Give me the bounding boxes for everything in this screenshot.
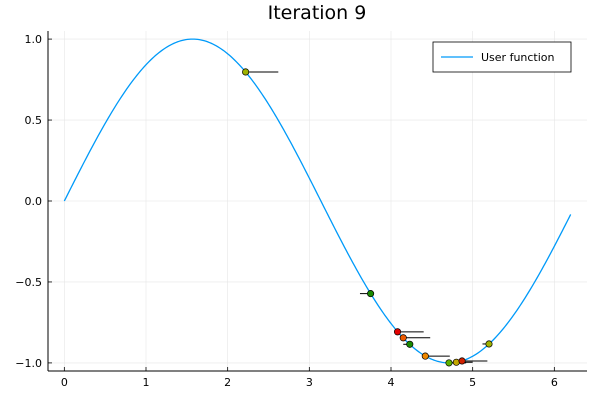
y-tick-label-1: −0.5: [15, 276, 42, 289]
chart-title: Iteration 9: [268, 2, 367, 24]
x-tick-label-3: 3: [306, 376, 313, 389]
data-point-2: [393, 328, 402, 336]
x-tick-label-5: 5: [469, 376, 476, 389]
data-point-7: [452, 358, 460, 366]
y-tick-label-2: 0.0: [25, 195, 43, 208]
x-tick-label-6: 6: [551, 376, 558, 389]
data-point-8: [458, 357, 466, 365]
series-line-0: [63, 38, 572, 364]
y-tick-label-0: −1.0: [15, 357, 42, 370]
data-point-6: [445, 359, 453, 367]
data-point-9: [485, 340, 493, 348]
legend-label-user-function: User function: [481, 51, 555, 64]
y-tick-label-3: 0.5: [25, 114, 43, 127]
y-tick-label-4: 1.0: [25, 33, 43, 46]
data-point-0: [242, 68, 250, 76]
legend: User function: [432, 41, 572, 73]
data-point-5: [421, 352, 429, 360]
points-layer: [242, 68, 493, 367]
x-tick-label-1: 1: [143, 376, 150, 389]
x-tick-label-4: 4: [388, 376, 395, 389]
x-tick-label-0: 0: [61, 376, 68, 389]
series-layer: [63, 38, 572, 364]
grid: [48, 31, 587, 371]
data-point-1: [367, 290, 375, 298]
data-point-4: [406, 340, 414, 348]
axes: 0 1 2 3 4 5 6 −1.0 −0.5 0.0 0.5 1.0: [15, 31, 587, 389]
data-point-3: [399, 334, 407, 342]
x-tick-label-2: 2: [224, 376, 231, 389]
